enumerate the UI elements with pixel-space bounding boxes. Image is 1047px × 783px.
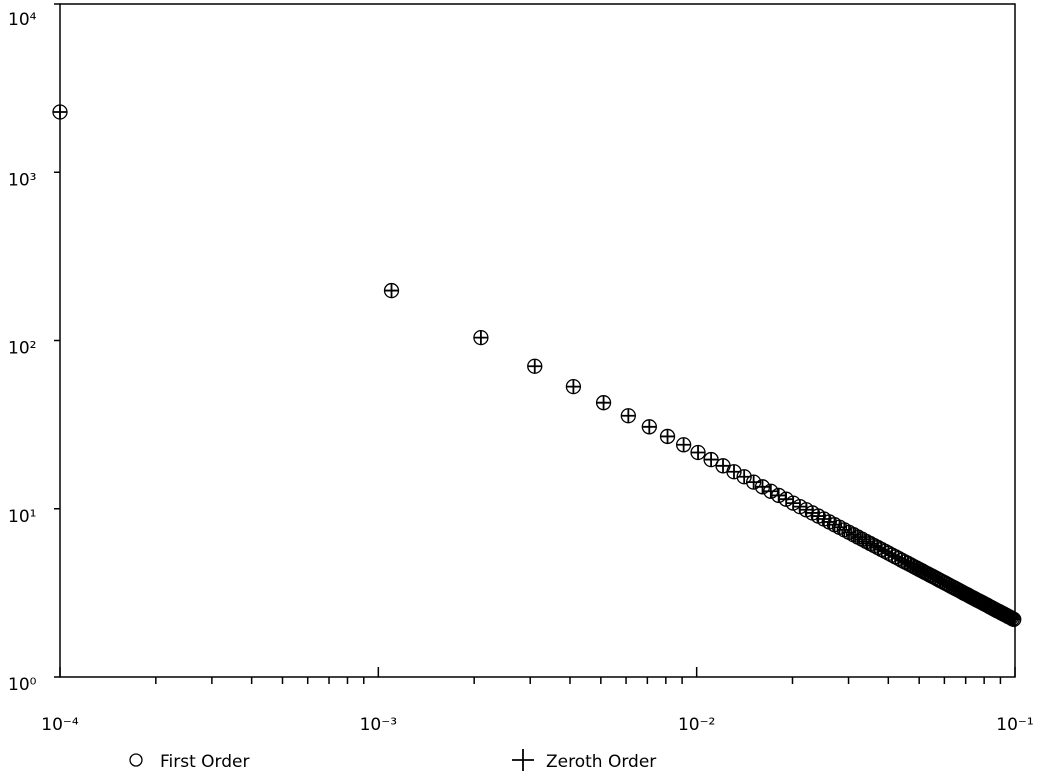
point-plus	[878, 544, 893, 559]
legend-label: Zeroth Order	[546, 752, 656, 772]
plot-frame	[59, 3, 1016, 678]
legend-marker	[512, 749, 534, 771]
point-plus	[870, 540, 885, 555]
point-plus	[53, 105, 67, 120]
point-plus	[786, 496, 801, 511]
point-plus	[737, 469, 752, 484]
point-plus	[900, 556, 915, 571]
point-plus	[763, 484, 778, 499]
point-plus	[566, 379, 581, 394]
point-plus	[527, 359, 542, 374]
point-plus	[621, 408, 636, 423]
point-plus	[676, 437, 691, 452]
point-plus	[799, 502, 814, 517]
point-plus	[660, 429, 675, 444]
point-plus	[779, 492, 794, 507]
point-plus	[881, 546, 896, 561]
point-plus	[885, 548, 900, 563]
point-plus	[805, 505, 820, 520]
point-plus	[811, 509, 826, 524]
x-tick-label: 10⁻⁴	[41, 715, 79, 735]
point-plus	[746, 475, 761, 490]
point-plus	[888, 549, 903, 564]
y-tick-label: 10⁴	[8, 10, 37, 30]
point-plus	[755, 479, 770, 494]
y-tick-label: 10²	[8, 339, 36, 359]
point-plus	[596, 395, 611, 410]
point-plus	[906, 559, 921, 574]
point-plus	[792, 499, 807, 514]
point-plus	[726, 464, 741, 479]
point-plus	[642, 419, 657, 434]
y-tick-label: 10¹	[8, 507, 36, 527]
x-tick-label: 10⁻²	[678, 715, 715, 735]
point-plus	[716, 458, 731, 473]
x-tick-label: 10⁻³	[360, 715, 397, 735]
point-plus	[704, 452, 719, 467]
point-plus	[384, 283, 399, 298]
point-plus	[891, 551, 906, 566]
point-plus	[1003, 610, 1018, 625]
point-plus	[1006, 612, 1021, 627]
point-plus	[691, 445, 706, 460]
y-tick-label: 10⁰	[8, 675, 37, 695]
y-tick-label: 10³	[8, 170, 36, 190]
legend-marker	[129, 753, 143, 767]
x-tick-label: 10⁻¹	[996, 715, 1033, 735]
point-plus	[771, 488, 786, 503]
point-plus	[473, 330, 488, 345]
point-plus	[874, 542, 889, 557]
legend-label: First Order	[160, 752, 250, 772]
point-plus	[897, 554, 912, 569]
point-plus	[894, 553, 909, 568]
point-plus	[903, 558, 918, 573]
